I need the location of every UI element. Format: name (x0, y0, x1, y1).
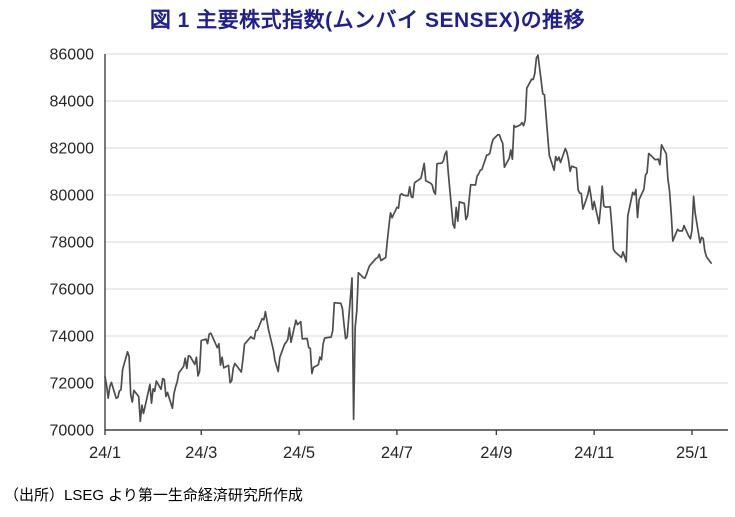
source-note: （出所）LSEG より第一生命経済研究所作成 (4, 487, 303, 504)
y-axis-label: 74000 (50, 329, 95, 346)
y-axis-label: 76000 (50, 282, 95, 299)
y-axis-label: 70000 (50, 423, 95, 440)
x-axis-label: 24/5 (283, 444, 315, 462)
x-axis-label: 25/1 (676, 444, 708, 462)
y-axis-label: 80000 (50, 188, 95, 205)
y-axis-label: 72000 (50, 376, 95, 393)
page-title: 図 1 主要株式指数(ムンバイ SENSEX)の推移 (149, 9, 586, 32)
y-axis-label: 82000 (50, 141, 95, 158)
x-axis-label: 24/9 (480, 444, 512, 462)
x-axis-label: 24/7 (381, 444, 413, 462)
x-axis-label: 24/1 (89, 444, 121, 462)
chart-canvas: 70000 72000 74000 76000 78000 80000 82000 84000… (50, 47, 728, 462)
y-axis-label: 86000 (50, 47, 95, 64)
y-axis-label: 78000 (50, 235, 95, 252)
y-axis-label: 84000 (50, 94, 95, 111)
x-axis-label: 24/3 (185, 444, 217, 462)
x-axis-label: 24/11 (574, 444, 614, 462)
sensex-line-chart: 70000 72000 74000 76000 78000 80000 82000 84000… (50, 47, 728, 462)
series-line-sensex (104, 54, 713, 423)
